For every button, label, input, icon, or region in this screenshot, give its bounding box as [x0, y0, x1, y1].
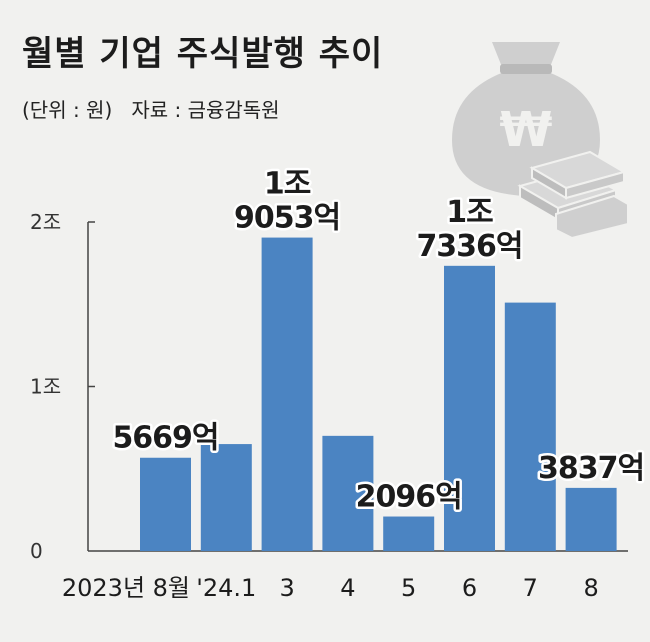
data-label: 9053억 — [234, 201, 340, 236]
bar — [444, 265, 495, 551]
bar-series — [140, 237, 617, 551]
bar — [383, 516, 435, 551]
y-tick-label: 0 — [30, 539, 43, 563]
x-category-label: 7 — [523, 574, 538, 602]
bar — [322, 435, 374, 551]
y-tick-label: 1조 — [30, 375, 61, 399]
svg-text:₩: ₩ — [500, 102, 553, 158]
x-category-label: 8 — [583, 574, 598, 602]
data-label: 5669억 — [112, 421, 218, 456]
x-category-label: 5 — [401, 574, 416, 602]
data-label: 3837억 — [538, 451, 644, 486]
x-category-label: 2023년 8월 — [62, 574, 190, 602]
chart-subtitle: (단위 : 원) 자료 : 금융감독원 — [22, 98, 280, 122]
y-tick-labels: 0 1조 2조 — [30, 210, 61, 563]
data-label: 7336억 — [416, 229, 522, 264]
bar — [200, 444, 252, 551]
bar — [261, 237, 313, 551]
x-category-label: 6 — [462, 574, 477, 602]
x-category-label: 4 — [340, 574, 355, 602]
bar — [140, 457, 191, 551]
bar — [565, 487, 617, 551]
x-category-labels: 2023년 8월 '24.1 3 4 5 6 7 8 — [62, 574, 599, 602]
bar — [504, 302, 556, 551]
data-label: 1조 — [264, 167, 311, 202]
data-label: 1조 — [446, 195, 493, 230]
x-category-label: '24.1 — [196, 574, 256, 602]
data-label: 2096억 — [356, 480, 462, 515]
money-bag-won-icon: ₩ — [452, 42, 629, 240]
chart-title: 월별 기업 주식발행 추이 — [22, 34, 384, 74]
y-tick-label: 2조 — [30, 210, 61, 234]
x-category-label: 3 — [279, 574, 294, 602]
